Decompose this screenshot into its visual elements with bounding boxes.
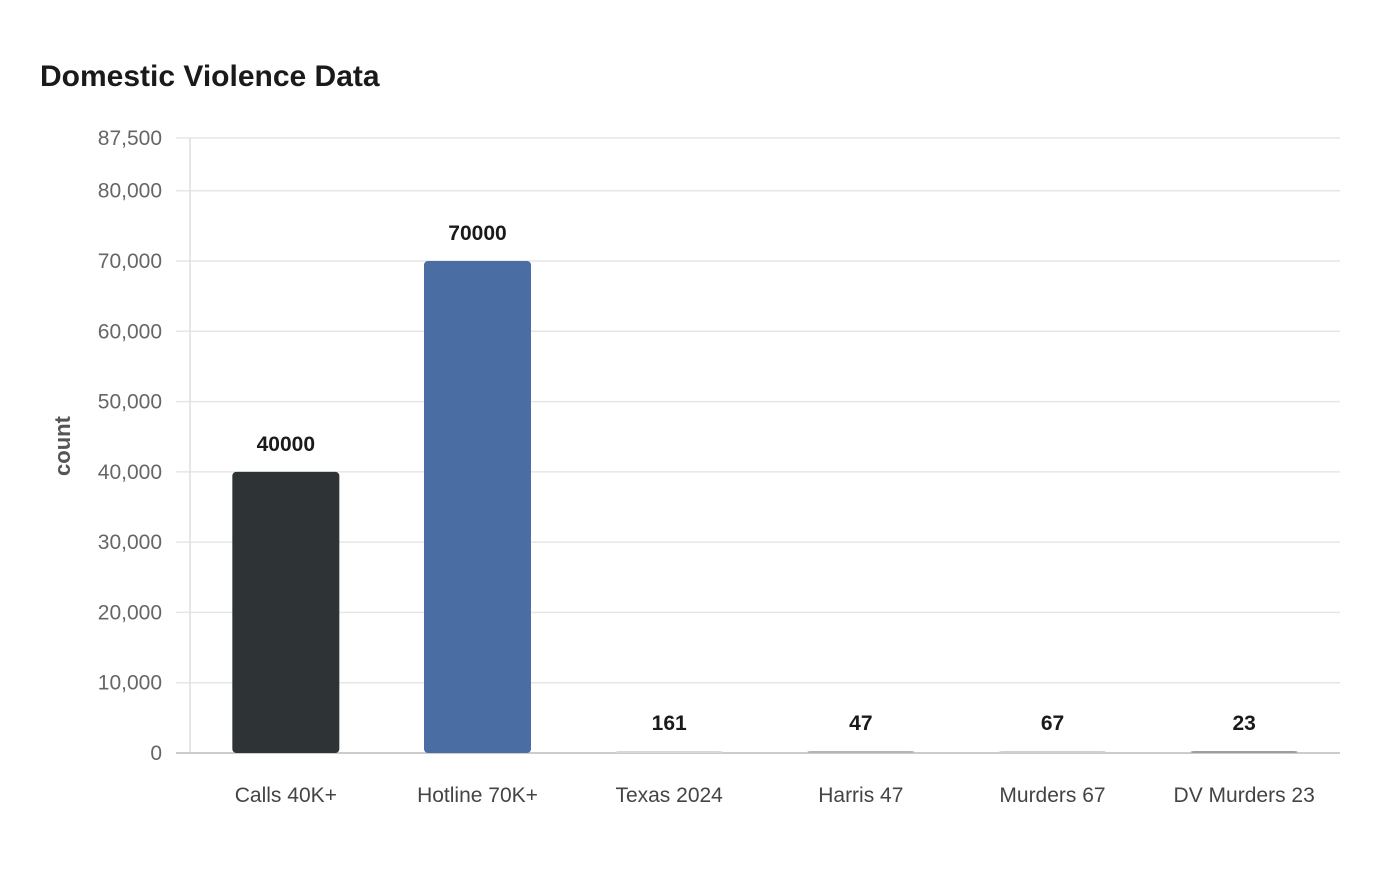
- y-tick-label: 60,000: [98, 320, 162, 343]
- data-labels: 40000 70000 161 47 67 23: [257, 222, 1256, 735]
- x-category-labels: Calls 40K+ Hotline 70K+ Texas 2024 Harris 4…: [235, 784, 1315, 807]
- data-label: 161: [652, 712, 687, 735]
- y-tick-labels: 0 10,000 20,000 30,000 40,000 50,000 60,000 70,…: [98, 127, 162, 765]
- y-axis-title: count: [50, 415, 75, 476]
- y-tick-label: 87,500: [98, 127, 162, 150]
- data-label: 70000: [448, 222, 506, 245]
- bar: [424, 261, 531, 753]
- y-tick-label: 80,000: [98, 180, 162, 203]
- bar: [1190, 751, 1298, 753]
- x-category-label: Calls 40K+: [235, 784, 337, 807]
- chart-title: Domestic Violence Data: [40, 60, 380, 93]
- x-category-label: DV Murders 23: [1174, 784, 1315, 807]
- x-category-label: Murders 67: [999, 784, 1105, 807]
- y-tick-label: 0: [150, 742, 162, 765]
- x-category-label: Hotline 70K+: [417, 784, 538, 807]
- data-label: 47: [849, 712, 872, 735]
- data-label: 40000: [257, 433, 315, 456]
- bar: [807, 751, 915, 753]
- x-category-label: Harris 47: [818, 784, 903, 807]
- data-label: 23: [1232, 712, 1255, 735]
- y-tick-label: 20,000: [98, 601, 162, 624]
- bar: [999, 751, 1106, 753]
- axes: [176, 138, 1340, 754]
- bars: [232, 261, 1298, 753]
- x-category-label: Texas 2024: [615, 784, 723, 807]
- grid-lines: [176, 137, 1340, 684]
- bar: [615, 751, 723, 753]
- bar: [232, 471, 340, 753]
- y-tick-label: 50,000: [98, 391, 162, 414]
- y-tick-label: 10,000: [98, 672, 162, 695]
- y-tick-label: 40,000: [98, 461, 162, 484]
- y-tick-label: 30,000: [98, 531, 162, 554]
- y-tick-label: 70,000: [98, 250, 162, 273]
- data-label: 67: [1041, 712, 1064, 735]
